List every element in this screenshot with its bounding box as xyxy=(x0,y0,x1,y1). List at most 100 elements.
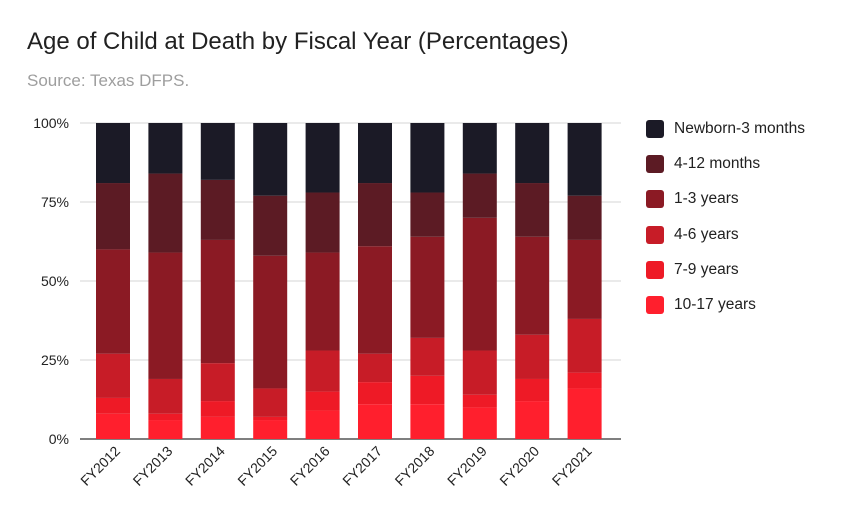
legend-swatch xyxy=(646,260,664,279)
bar-segment xyxy=(148,173,183,253)
legend-label: Newborn-3 months xyxy=(674,119,805,137)
x-axis-ticks: FY2012 FY2013 FY2014 FY2015 FY2016 FY2017 FY20… xyxy=(77,443,595,489)
bar-segment xyxy=(305,252,340,351)
bar-segment xyxy=(200,416,235,439)
legend-label: 1-3 years xyxy=(674,190,739,208)
bar-segment xyxy=(148,252,183,379)
bar-segment xyxy=(305,391,340,411)
y-axis-ticks: 0% 25% 50% 75% 100% xyxy=(33,115,69,447)
x-tick-label: FY2016 xyxy=(287,443,333,489)
y-tick-label: 50% xyxy=(41,273,69,289)
legend: Newborn-3 months 4-12 months 1-3 years 4-6 … xyxy=(646,111,805,323)
bar-segment xyxy=(148,420,183,439)
bar-segment xyxy=(200,401,235,417)
bar-segment xyxy=(148,123,183,174)
x-tick-label: FY2014 xyxy=(182,443,228,489)
bar-segment xyxy=(96,413,130,439)
legend-swatch xyxy=(646,225,664,244)
bar-segment xyxy=(462,217,497,351)
bar-segment xyxy=(567,388,602,439)
bar-segment xyxy=(358,382,392,405)
bar-segment xyxy=(462,407,497,439)
x-tick-label: FY2013 xyxy=(130,443,176,489)
bar-segment xyxy=(567,239,602,319)
bar-segment xyxy=(410,337,445,376)
bar-segment xyxy=(305,410,340,439)
x-tick-label: FY2020 xyxy=(496,443,542,489)
bar-segment xyxy=(515,123,550,184)
bar-segment xyxy=(567,123,602,196)
legend-item: 7-9 years xyxy=(646,252,805,287)
chart-subtitle: Source: Texas DFPS. xyxy=(27,71,190,90)
y-tick-label: 0% xyxy=(49,431,69,447)
bar-segment xyxy=(462,350,497,395)
bar-segment xyxy=(253,123,288,196)
bar-segment xyxy=(410,236,445,338)
bar-segment xyxy=(358,404,392,439)
x-tick-label: FY2018 xyxy=(392,443,438,489)
bar-segment xyxy=(515,401,550,439)
bar-segment xyxy=(96,353,130,398)
bar-segment xyxy=(253,195,288,256)
bar-segment xyxy=(200,179,235,240)
bar-segment xyxy=(148,413,183,421)
bar-segment xyxy=(567,318,602,373)
bar-segment xyxy=(305,192,340,253)
bar-segment xyxy=(358,353,392,383)
y-tick-label: 75% xyxy=(41,194,69,210)
legend-swatch xyxy=(646,119,664,138)
bar-segment xyxy=(253,420,288,439)
bar-segment xyxy=(410,192,445,237)
x-tick-label: FY2017 xyxy=(339,443,385,489)
bar-segment xyxy=(148,378,183,414)
bar-segment xyxy=(253,255,288,389)
bar-segment xyxy=(96,397,130,414)
legend-item: 10-17 years xyxy=(646,287,805,322)
x-tick-label: FY2021 xyxy=(549,443,595,489)
bar-segment xyxy=(253,416,288,421)
bar-segment xyxy=(305,123,340,193)
legend-item: Newborn-3 months xyxy=(646,111,805,146)
bar-segment xyxy=(410,123,445,193)
legend-label: 7-9 years xyxy=(674,260,739,278)
x-tick-label: FY2019 xyxy=(444,443,490,489)
bar-segment xyxy=(96,183,130,250)
legend-label: 4-12 months xyxy=(674,154,761,172)
bar-segment xyxy=(567,372,602,389)
bar-segment xyxy=(358,183,392,247)
y-tick-label: 100% xyxy=(33,115,69,131)
bar-segment xyxy=(462,173,497,218)
bar-segment xyxy=(96,249,130,354)
bar-segment xyxy=(410,375,445,405)
legend-swatch xyxy=(646,190,664,209)
x-tick-label: FY2015 xyxy=(234,443,280,489)
bar-segment xyxy=(358,123,392,184)
bar-segment xyxy=(515,236,550,335)
legend-item: 1-3 years xyxy=(646,182,805,217)
bar-segment xyxy=(462,394,497,408)
legend-label: 4-6 years xyxy=(674,225,739,243)
chart-title: Age of Child at Death by Fiscal Year (Pe… xyxy=(27,28,569,55)
legend-item: 4-6 years xyxy=(646,217,805,252)
bar-segment xyxy=(410,404,445,439)
bar-segment xyxy=(515,183,550,237)
bar-segment xyxy=(515,334,550,379)
bar-segment xyxy=(462,123,497,174)
bar-segment xyxy=(567,195,602,240)
bar-segment xyxy=(305,350,340,392)
legend-item: 4-12 months xyxy=(646,146,805,181)
bar-segment xyxy=(200,123,235,180)
bar-segment xyxy=(253,388,288,417)
legend-label: 10-17 years xyxy=(674,296,756,314)
y-tick-label: 25% xyxy=(41,352,69,368)
bars xyxy=(96,123,602,439)
bar-segment xyxy=(515,378,550,402)
bar-segment xyxy=(96,123,130,184)
bar-segment xyxy=(358,246,392,354)
x-tick-label: FY2012 xyxy=(77,443,123,489)
legend-swatch xyxy=(646,154,664,173)
bar-segment xyxy=(200,239,235,364)
bar-segment xyxy=(200,363,235,402)
legend-swatch xyxy=(646,296,664,315)
